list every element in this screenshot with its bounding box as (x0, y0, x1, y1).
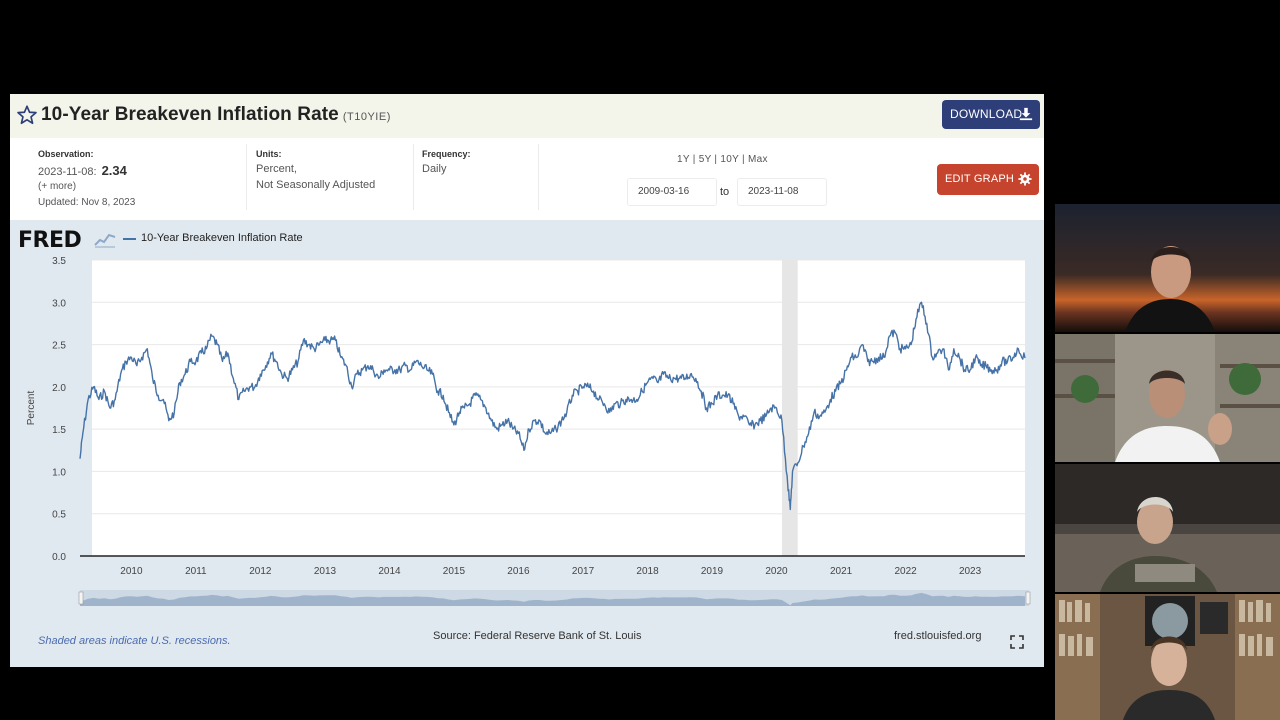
plot-background (92, 260, 1025, 556)
range-links[interactable]: 1Y | 5Y | 10Y | Max (677, 154, 768, 165)
navigator-handle-left[interactable] (78, 591, 84, 605)
y-tick-label: 0.5 (52, 510, 66, 521)
fred-logo-chart-icon (94, 230, 116, 248)
legend-swatch (123, 238, 136, 240)
series-id: (T10YIE) (342, 111, 391, 123)
y-tick-label: 1.0 (52, 467, 66, 478)
observation-line: 2023-11-08: 2.34 (38, 163, 127, 178)
line-chart[interactable]: 0.0 0.5 1.0 1.5 2.0 2.5 3.0 3.5 2010 2011 2012 2013… (10, 220, 1044, 620)
updated-date: Updated: Nov 8, 2023 (38, 197, 136, 208)
frequency-label: Frequency: (422, 149, 471, 159)
x-tick-label: 2020 (765, 566, 788, 577)
y-tick-label: 3.0 (52, 298, 66, 309)
y-tick-label: 2.5 (52, 341, 66, 352)
fred-graph-panel: 10-Year Breakeven Inflation Rate (T10YIE)… (10, 94, 1044, 667)
video-feed-3 (1055, 464, 1280, 592)
fred-logo: FRED (18, 228, 82, 253)
video-feed-4 (1055, 594, 1280, 720)
navigator-handle-right[interactable] (1025, 591, 1031, 605)
observation-label: Observation: (38, 149, 94, 159)
x-tick-label: 2012 (249, 566, 272, 577)
edit-graph-button[interactable]: EDIT GRAPH (937, 164, 1039, 195)
legend-label: 10-Year Breakeven Inflation Rate (141, 232, 303, 244)
x-tick-label: 2018 (636, 566, 659, 577)
units-value-line1: Percent, (256, 163, 297, 175)
series-line (79, 301, 1026, 511)
y-tick-label: 3.5 (52, 256, 66, 267)
units-label: Units: (256, 149, 282, 159)
divider (538, 144, 539, 210)
site-link[interactable]: fred.stlouisfed.org (894, 630, 982, 642)
star-icon[interactable] (16, 104, 38, 126)
video-feed-1 (1055, 204, 1280, 332)
x-tick-label: 2023 (959, 566, 982, 577)
series-title: 10-Year Breakeven Inflation Rate (41, 104, 339, 125)
title-bar: 10-Year Breakeven Inflation Rate (T10YIE)… (10, 94, 1044, 138)
observation-value: 2.34 (101, 163, 127, 178)
gear-icon (1018, 172, 1032, 186)
x-tick-label: 2016 (507, 566, 530, 577)
video-tile-participant-3 (1055, 464, 1280, 592)
video-tile-participant-1 (1055, 204, 1280, 332)
download-label: DOWNLOAD (950, 107, 1023, 121)
download-button[interactable]: DOWNLOAD (942, 100, 1040, 129)
divider (246, 144, 247, 210)
more-link[interactable]: (+ more) (38, 181, 77, 192)
x-tick-label: 2022 (894, 566, 917, 577)
units-value-line2: Not Seasonally Adjusted (256, 179, 376, 191)
recession-footnote: Shaded areas indicate U.S. recessions. (38, 635, 231, 647)
divider (413, 144, 414, 210)
navigator-series (80, 592, 1025, 606)
page-title: 10-Year Breakeven Inflation Rate (T10YIE) (41, 104, 391, 126)
download-icon (1019, 107, 1033, 121)
start-date-input[interactable]: 2009-03-16 (627, 178, 717, 206)
x-tick-label: 2017 (572, 566, 595, 577)
x-tick-label: 2021 (830, 566, 853, 577)
observation-date: 2023-11-08: (38, 166, 97, 178)
fullscreen-icon[interactable] (1010, 635, 1024, 649)
x-tick-label: 2019 (701, 566, 724, 577)
frequency-value: Daily (422, 163, 447, 175)
video-tile-participant-4 (1055, 594, 1280, 720)
end-date-input[interactable]: 2023-11-08 (737, 178, 827, 206)
recession-band (781, 260, 798, 556)
date-to-label: to (720, 186, 730, 198)
x-tick-label: 2010 (120, 566, 143, 577)
y-axis-label: Percent (26, 391, 37, 426)
video-feed-2 (1055, 334, 1280, 462)
x-tick-label: 2015 (443, 566, 466, 577)
source-text: Source: Federal Reserve Bank of St. Loui… (433, 630, 642, 642)
y-tick-label: 2.0 (52, 383, 66, 394)
video-tile-participant-2 (1055, 334, 1280, 462)
x-tick-label: 2014 (378, 566, 401, 577)
edit-graph-label: EDIT GRAPH (945, 173, 1015, 185)
x-tick-label: 2013 (314, 566, 337, 577)
y-tick-label: 1.5 (52, 425, 66, 436)
y-tick-label: 0.0 (52, 552, 66, 563)
graph-area: FRED 10-Year Breakeven Inflation Rate 0.… (10, 220, 1044, 667)
x-tick-label: 2011 (185, 566, 207, 577)
